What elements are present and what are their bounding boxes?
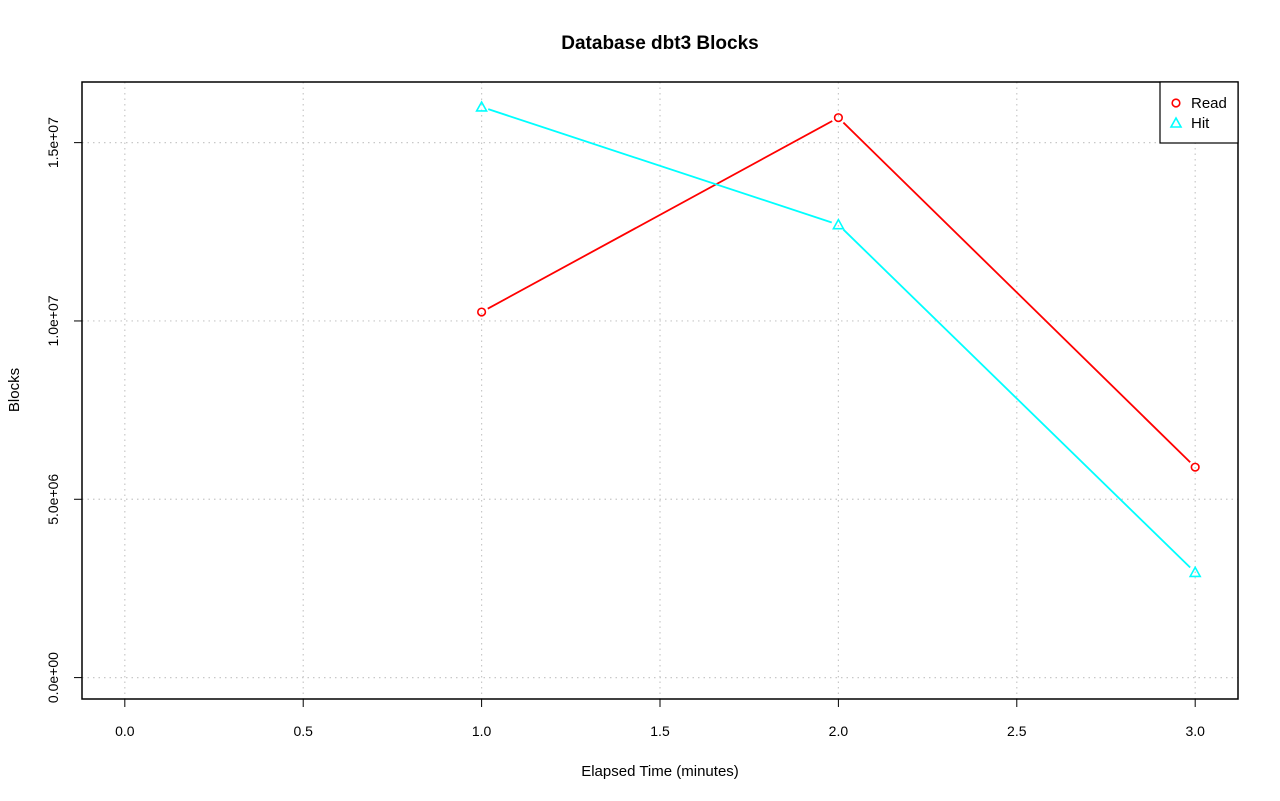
legend-label-read: Read	[1191, 95, 1227, 112]
legend-marker-hit	[1169, 116, 1183, 128]
x-tick-label: 0.0	[115, 723, 135, 739]
data-point-read	[833, 113, 843, 123]
x-tick-label: 1.5	[650, 723, 670, 739]
data-point-hit	[1188, 565, 1202, 578]
x-tick-label: 2.0	[829, 723, 849, 739]
chart-title: Database dbt3 Blocks	[561, 33, 758, 54]
series-line-read	[487, 120, 833, 310]
legend: Read Hit	[1159, 81, 1239, 144]
legend-marker-read	[1171, 98, 1181, 108]
x-axis: 0.0 0.5 1.0 1.5 2.0 2.5 3.0	[115, 698, 1205, 739]
series-hit	[475, 100, 1202, 578]
y-axis-label: Blocks	[6, 368, 23, 412]
legend-label-hit: Hit	[1191, 115, 1210, 132]
series-line-read	[842, 121, 1191, 463]
series-line-hit	[842, 228, 1191, 569]
grid	[82, 82, 1238, 699]
data-point-read	[477, 307, 487, 317]
data-point-hit	[832, 218, 845, 230]
x-tick-label: 3.0	[1185, 723, 1205, 739]
y-tick-label: 0.0e+00	[45, 652, 61, 703]
data-point-read	[1190, 462, 1200, 472]
x-tick-label: 2.5	[1007, 723, 1027, 739]
x-axis-label: Elapsed Time (minutes)	[581, 763, 739, 780]
series-line-hit	[487, 108, 833, 224]
x-tick-label: 1.0	[472, 723, 492, 739]
series-layer	[475, 100, 1202, 578]
x-tick-label: 0.5	[293, 723, 313, 739]
legend-box	[1159, 81, 1239, 144]
y-tick-label: 1.5e+07	[45, 117, 61, 168]
y-axis: 0.0e+00 5.0e+06 1.0e+07 1.5e+07	[45, 117, 82, 703]
y-tick-label: 5.0e+06	[45, 474, 61, 525]
data-point-hit	[475, 100, 488, 112]
series-read	[477, 113, 1200, 472]
y-tick-label: 1.0e+07	[45, 295, 61, 346]
